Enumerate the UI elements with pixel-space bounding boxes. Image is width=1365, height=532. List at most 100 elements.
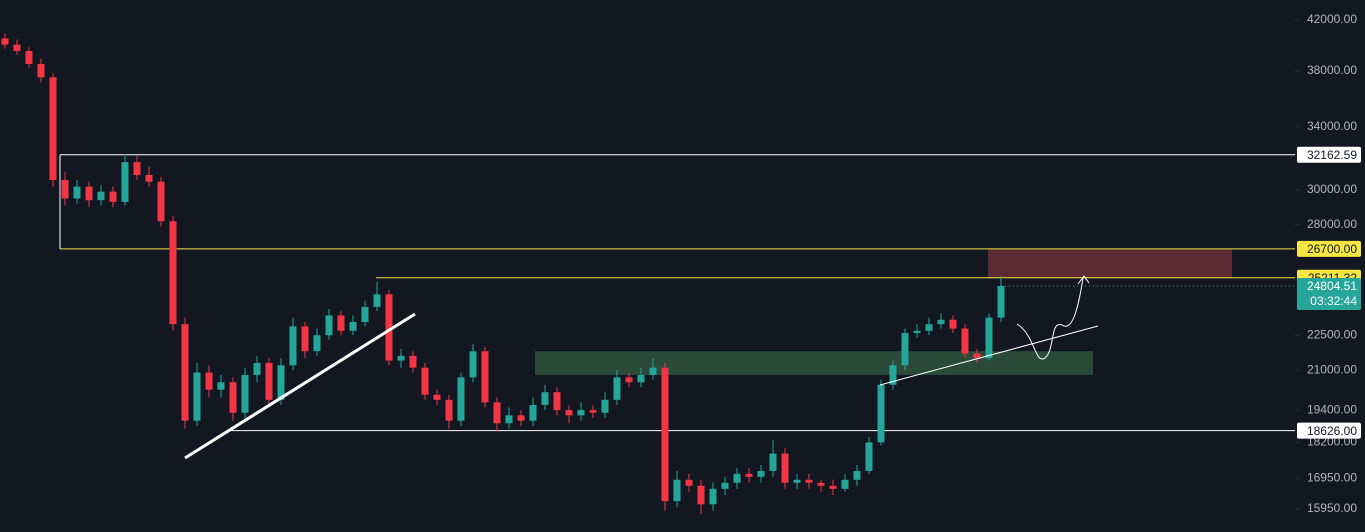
projection-arrow	[1016, 275, 1090, 360]
level-tag-label: 18626.00	[1307, 424, 1357, 438]
candle-body	[973, 353, 981, 359]
candle-body	[613, 377, 621, 400]
candle-body	[637, 374, 645, 383]
candle-body	[709, 488, 717, 505]
candle-body	[817, 482, 825, 486]
candle-body	[589, 410, 597, 413]
y-tick-label: 38000.00	[1307, 63, 1357, 77]
candle-body	[745, 473, 753, 477]
candle-body	[85, 186, 93, 201]
candle-body	[361, 306, 369, 322]
candle-body	[157, 181, 165, 222]
candle-body	[217, 382, 225, 390]
candle-body	[697, 485, 705, 505]
y-tick-label: 16950.00	[1307, 470, 1357, 484]
candle-body	[1, 38, 9, 45]
level-tag	[1297, 240, 1361, 257]
level-tag-label: 26700.00	[1307, 242, 1357, 256]
level-tag	[1297, 422, 1361, 439]
candle-body	[457, 377, 465, 421]
candle-body	[193, 372, 201, 421]
candle-body	[565, 410, 573, 416]
candle-body	[277, 365, 285, 400]
candle-body	[181, 324, 189, 421]
candle-body	[721, 482, 729, 489]
candle-body	[541, 392, 549, 405]
trend-line	[879, 325, 1099, 386]
candle-body	[97, 191, 105, 201]
candle-body	[385, 294, 393, 361]
candle-body	[505, 415, 513, 424]
candle-body	[625, 377, 633, 383]
candle-body	[49, 77, 57, 180]
y-tick-label: 34000.00	[1307, 119, 1357, 133]
candle-body	[109, 191, 117, 202]
candle-body	[301, 326, 309, 352]
candle-body	[25, 51, 33, 64]
y-tick-label: 21000.00	[1307, 362, 1357, 376]
candle-body	[997, 286, 1005, 318]
trend-line	[184, 312, 416, 460]
candle-body	[241, 374, 249, 413]
candle-body	[649, 367, 657, 375]
y-tick-label: 15950.00	[1307, 501, 1357, 515]
price-zone	[535, 351, 1093, 375]
candle-body	[685, 479, 693, 486]
candle-body	[769, 453, 777, 471]
last-price-tag	[1297, 278, 1361, 311]
candle-body	[481, 351, 489, 403]
candle-body	[961, 328, 969, 354]
y-tick-label: 28000.00	[1307, 217, 1357, 231]
candle-body	[433, 394, 441, 400]
candle-body	[889, 365, 897, 385]
candle-body	[325, 315, 333, 336]
last-price-label: 24804.51	[1307, 279, 1357, 293]
level-tag-label: 32162.59	[1307, 148, 1357, 162]
candle-body	[937, 319, 945, 325]
candle-body	[829, 485, 837, 489]
candle-body	[289, 326, 297, 366]
candle-body	[253, 362, 261, 375]
countdown-label: 03:32:44	[1310, 294, 1357, 308]
candle-body	[925, 324, 933, 331]
candle-body	[121, 162, 129, 202]
candle-body	[337, 315, 345, 331]
candle-body	[781, 453, 789, 483]
candle-body	[661, 367, 669, 502]
candle-body	[13, 44, 21, 52]
candle-body	[37, 63, 45, 78]
candle-body	[577, 410, 585, 416]
candle-body	[805, 479, 813, 483]
candle-body	[409, 355, 417, 368]
candle-body	[601, 399, 609, 413]
candle-body	[985, 317, 993, 359]
candle-body	[901, 333, 909, 366]
candle-body	[853, 470, 861, 480]
candle-body	[145, 175, 153, 182]
y-tick-label: 22500.00	[1307, 327, 1357, 341]
candle-body	[793, 479, 801, 483]
candle-body	[493, 402, 501, 424]
candle-body	[61, 179, 69, 199]
candle-body	[949, 319, 957, 329]
candle-body	[73, 186, 81, 199]
y-tick-label: 42000.00	[1307, 12, 1357, 26]
candle-body	[229, 382, 237, 413]
y-tick-label: 30000.00	[1307, 182, 1357, 196]
candle-body	[445, 399, 453, 421]
level-tag	[1297, 146, 1361, 163]
candle-body	[913, 330, 921, 334]
price-zone	[988, 248, 1232, 278]
candle-body	[205, 372, 213, 390]
candle-body	[877, 384, 885, 443]
candle-body	[313, 335, 321, 352]
candle-body	[733, 473, 741, 483]
candle-body	[421, 367, 429, 395]
candle-body	[865, 442, 873, 471]
candle-body	[673, 479, 681, 502]
candle-body	[349, 321, 357, 331]
candle-body	[757, 470, 765, 477]
candle-body	[517, 415, 525, 421]
